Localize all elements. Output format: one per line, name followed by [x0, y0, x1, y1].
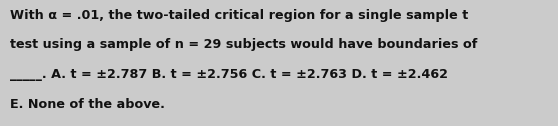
Text: test using a sample of n = 29 subjects would have boundaries of: test using a sample of n = 29 subjects w… — [10, 38, 478, 51]
Text: E. None of the above.: E. None of the above. — [10, 98, 165, 111]
Text: _____. A. t = ±2.787 B. t = ±2.756 C. t = ±2.763 D. t = ±2.462: _____. A. t = ±2.787 B. t = ±2.756 C. t … — [10, 68, 448, 81]
Text: With α = .01, the two-tailed critical region for a single sample t: With α = .01, the two-tailed critical re… — [10, 9, 468, 22]
